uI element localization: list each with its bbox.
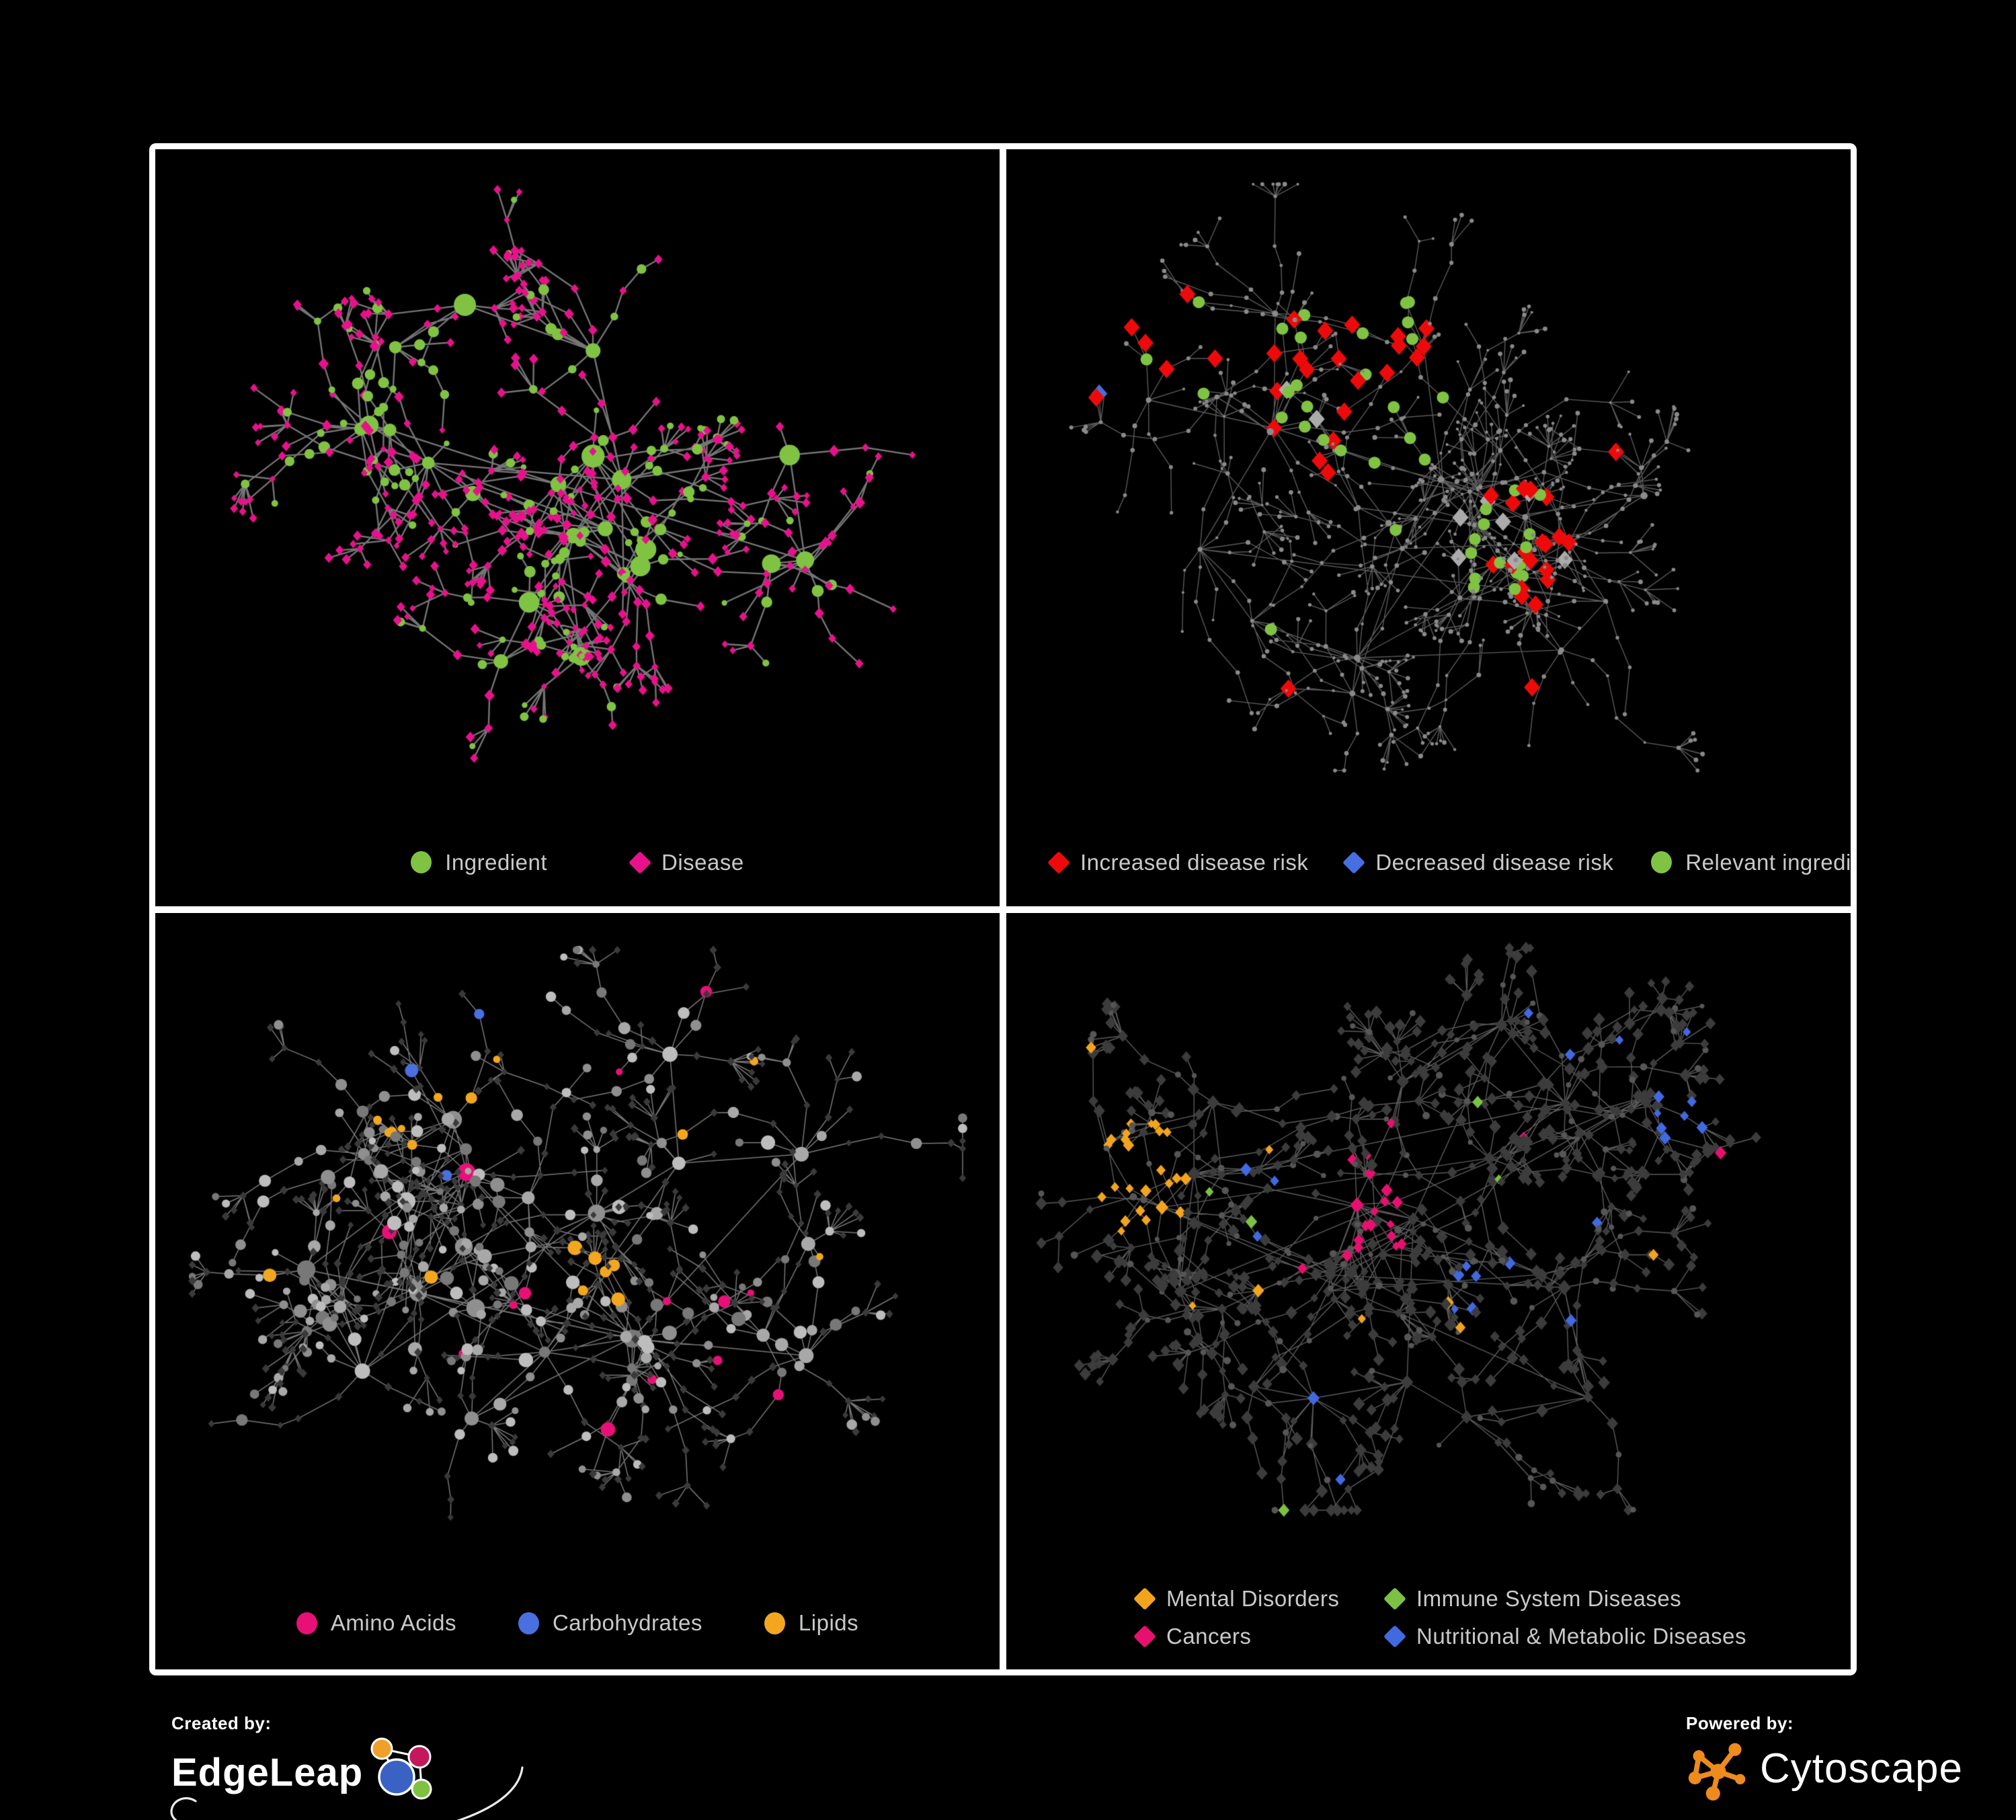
- legend-label: Nutritional & Metabolic Diseases: [1416, 1624, 1747, 1649]
- created-by-label: Created by:: [171, 1713, 272, 1733]
- panel-ingredient-disease: Ingredient Disease: [155, 149, 1000, 906]
- disease-marker-icon: [629, 850, 651, 874]
- legend-item-carbohydrates: Carbohydrates: [518, 1610, 702, 1636]
- panel-disease-classes: Mental Disorders Immune System Diseases …: [1006, 912, 1851, 1669]
- created-by-block: Created by: EdgeLeap: [170, 1713, 524, 1820]
- amino-acids-marker-icon: [296, 1612, 317, 1634]
- legend-label: Cancers: [1166, 1624, 1252, 1649]
- increased-risk-marker-icon: [1047, 850, 1070, 874]
- legend-label: Carbohydrates: [552, 1610, 702, 1635]
- legend-label: Immune System Diseases: [1416, 1586, 1682, 1611]
- mental-disorders-marker-icon: [1133, 1587, 1156, 1610]
- legend-label: Increased disease risk: [1080, 849, 1309, 875]
- legend-item-lipids: Lipids: [764, 1610, 858, 1636]
- ingredient-marker-icon: [411, 851, 432, 873]
- cytoscape-wordmark: Cytoscape: [1760, 1745, 1963, 1792]
- legend-item-increased-risk: Increased disease risk: [1047, 849, 1309, 875]
- legend-label: Lipids: [798, 1610, 859, 1635]
- legend-item-immune-system-diseases: Immune System Diseases: [1383, 1586, 1746, 1612]
- edgeleap-wordmark: EdgeLeap: [171, 1751, 364, 1794]
- network-graph-disease-risk: [1006, 149, 1851, 906]
- cytoscape-logo-icon: [1688, 1743, 1746, 1801]
- edgeleap-logo-icon: [370, 1737, 432, 1800]
- powered-by-label: Powered by:: [1686, 1713, 1794, 1733]
- legend-item-mental-disorders: Mental Disorders: [1133, 1586, 1387, 1612]
- network-graph-ingredient-disease: [155, 149, 1000, 906]
- relevant-ingredient-marker-icon: [1651, 851, 1672, 873]
- legend-item-cancers: Cancers: [1133, 1624, 1387, 1649]
- legend-disease-classes: Mental Disorders Immune System Diseases …: [1133, 1586, 1747, 1649]
- panel-grid: Ingredient Disease Increased disease ris…: [149, 143, 1857, 1675]
- lipids-marker-icon: [764, 1612, 785, 1634]
- legend-item-decreased-risk: Decreased disease risk: [1342, 849, 1614, 875]
- powered-by-block: Powered by:: [1686, 1713, 1963, 1801]
- network-graph-disease-classes: [1006, 912, 1851, 1669]
- legend-label: Relevant ingredient: [1685, 849, 1851, 875]
- nutritional-metabolic-marker-icon: [1383, 1625, 1406, 1648]
- carbohydrates-marker-icon: [518, 1612, 539, 1634]
- panel-ingredient-classes: Amino Acids Carbohydrates Lipids: [155, 912, 1000, 1669]
- legend-label: Ingredient: [445, 849, 548, 875]
- legend-label: Decreased disease risk: [1375, 849, 1614, 875]
- cancers-marker-icon: [1133, 1625, 1156, 1648]
- legend-item-disease: Disease: [629, 849, 744, 875]
- legend-ingredient-disease: Ingredient Disease: [155, 850, 1000, 875]
- legend-item-ingredient: Ingredient: [411, 850, 547, 875]
- legend-item-amino-acids: Amino Acids: [296, 1610, 456, 1636]
- panel-disease-risk: Increased disease risk Decreased disease…: [1006, 149, 1851, 906]
- legend-label: Amino Acids: [330, 1610, 456, 1635]
- legend-ingredient-classes: Amino Acids Carbohydrates Lipids: [155, 1610, 1000, 1636]
- legend-item-relevant-ingredient: Relevant ingredient: [1651, 850, 1851, 875]
- network-graph-ingredient-classes: [155, 912, 1000, 1669]
- legend-disease-risk: Increased disease risk Decreased disease…: [1047, 849, 1851, 875]
- immune-system-marker-icon: [1383, 1587, 1406, 1610]
- legend-label: Disease: [661, 849, 744, 875]
- legend-item-nutritional-metabolic: Nutritional & Metabolic Diseases: [1383, 1624, 1747, 1649]
- decreased-risk-marker-icon: [1342, 850, 1366, 874]
- legend-label: Mental Disorders: [1166, 1586, 1340, 1611]
